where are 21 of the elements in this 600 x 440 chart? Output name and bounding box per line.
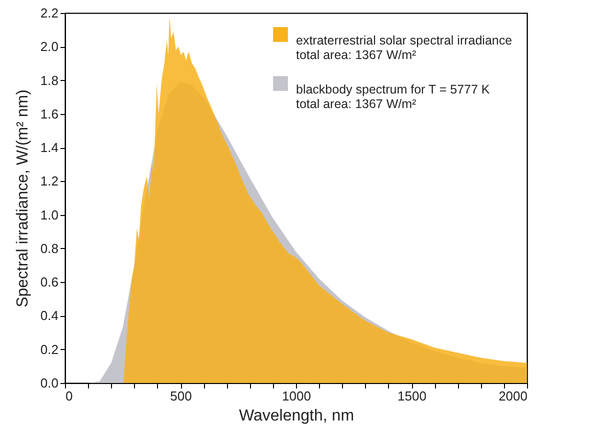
x-tick-label: 500	[170, 388, 192, 404]
y-tick-label: 1.8	[40, 72, 58, 88]
y-tick-label: 0.2	[40, 342, 58, 357]
legend-label: extraterrestrial solar spectral irradiance total area: 1367 W/m²	[296, 34, 512, 62]
y-tick-label: 0.0	[40, 376, 58, 390]
x-axis-title: Wavelength, nm	[238, 408, 354, 424]
x-tick-label: 0	[66, 388, 73, 404]
x-tick-label: 2000	[498, 388, 528, 404]
y-tick-label: 0.8	[40, 240, 58, 256]
y-tick-label: 1.4	[40, 140, 58, 156]
y-tick-label: 1.6	[40, 106, 58, 122]
y-axis-title: Spectral irradiance, W/(m² nm)	[14, 90, 32, 308]
x-tick-label: 1500	[398, 388, 426, 404]
y-tick-label: 1.2	[40, 174, 58, 189]
y-tick-label: 2.0	[40, 39, 58, 54]
legend-label: blackbody spectrum for T = 5777 K total area: 1367 W/m²	[296, 82, 490, 111]
x-tick-label: 1000	[282, 388, 311, 404]
y-tick-label: 0.4	[40, 308, 58, 324]
y-tick-label: 1.0	[40, 207, 58, 222]
y-tick-label: 2.2	[40, 6, 58, 20]
y-tick-label: 0.6	[40, 274, 58, 290]
